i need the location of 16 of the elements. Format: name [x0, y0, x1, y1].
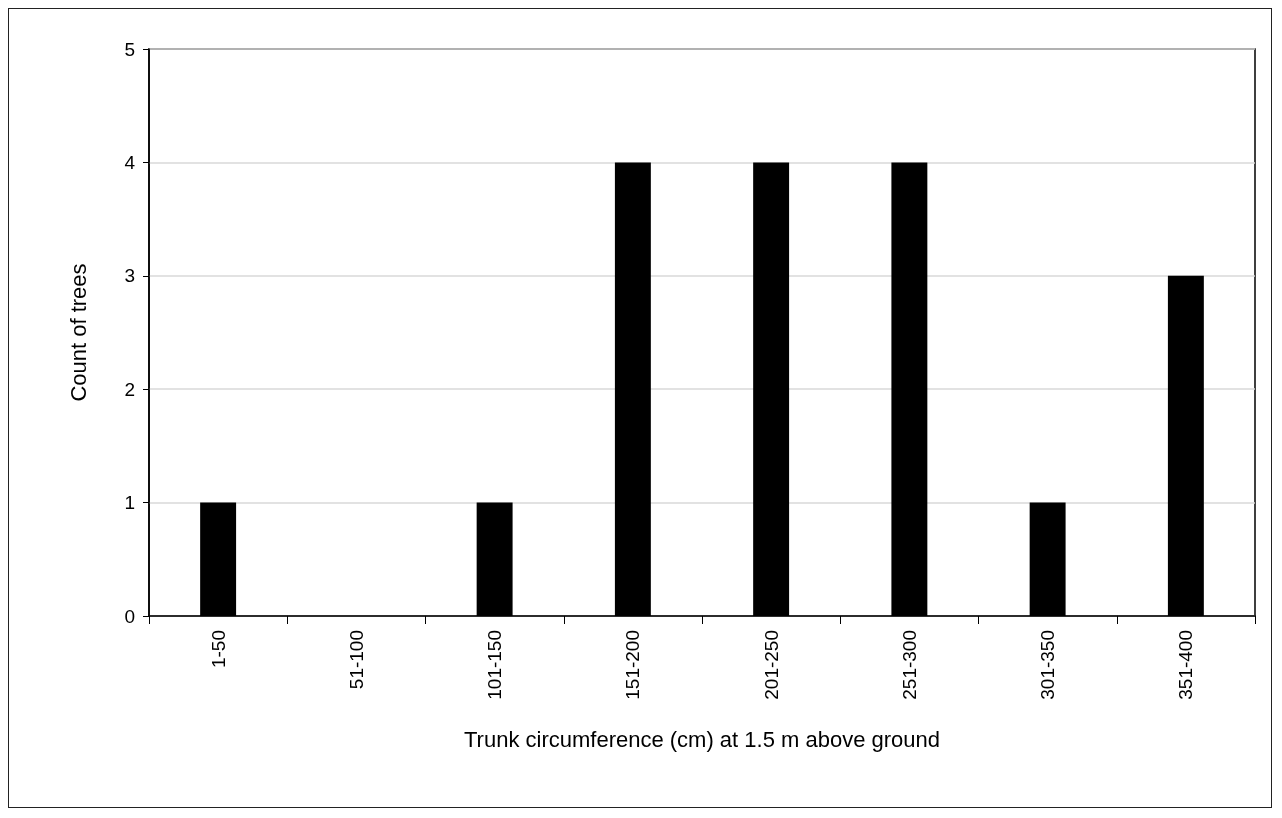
- x-tick-label: 1-50: [207, 630, 229, 669]
- x-tick-label: 51-100: [345, 630, 367, 690]
- x-tick-label: 151-200: [622, 630, 644, 700]
- y-tick-label: 2: [124, 378, 135, 400]
- y-tick-label: 3: [124, 265, 135, 287]
- x-tick-label: 351-400: [1175, 630, 1197, 700]
- x-tick-label: 101-150: [484, 630, 506, 700]
- y-axis-title: Count of trees: [65, 263, 91, 402]
- x-tick-label: 251-300: [898, 630, 920, 700]
- y-tick-label: 5: [124, 38, 135, 60]
- y-tick-label: 0: [124, 605, 135, 627]
- y-tick-label: 4: [124, 151, 136, 173]
- y-tick-label: 1: [124, 492, 135, 514]
- x-axis-title: Trunk circumference (cm) at 1.5 m above ground: [463, 726, 941, 752]
- x-tick-label: 201-250: [760, 630, 782, 700]
- x-tick-label: 301-350: [1037, 630, 1059, 700]
